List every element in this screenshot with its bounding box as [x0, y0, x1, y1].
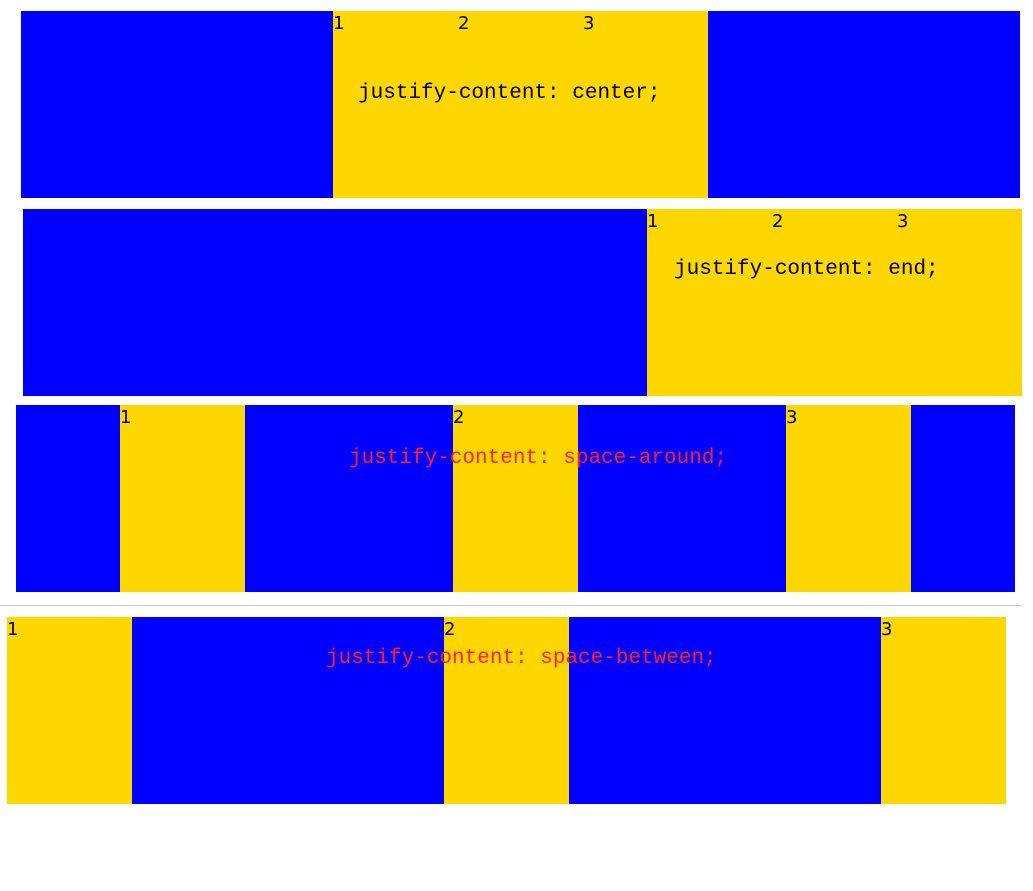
label: justify-content: space-between; [326, 647, 717, 670]
flex-item: 3 [786, 405, 911, 592]
flex-item: 1 [7, 617, 132, 804]
flex-item: 2 [458, 11, 583, 198]
flex-container: 1 2 3 justify-content: center; [21, 11, 1020, 198]
label: justify-content: space-around; [349, 447, 728, 470]
flex-item: 1 [333, 11, 458, 198]
flex-item: 2 [444, 617, 569, 804]
flex-item: 3 [881, 617, 1006, 804]
flex-item: 1 [647, 209, 772, 396]
flex-item: 3 [583, 11, 708, 198]
label: justify-content: center; [358, 82, 661, 105]
flex-item: 2 [453, 405, 578, 592]
flex-item: 1 [120, 405, 245, 592]
flex-item: 3 [897, 209, 1022, 396]
flex-container: 1 2 3 justify-content: space-around; [16, 405, 1015, 592]
flex-container: 1 2 3 justify-content: space-between; [7, 617, 1006, 804]
flex-item: 2 [772, 209, 897, 396]
label: justify-content: end; [674, 258, 939, 281]
divider [0, 605, 1022, 606]
flex-container: 1 2 3 justify-content: end; [23, 209, 1022, 396]
